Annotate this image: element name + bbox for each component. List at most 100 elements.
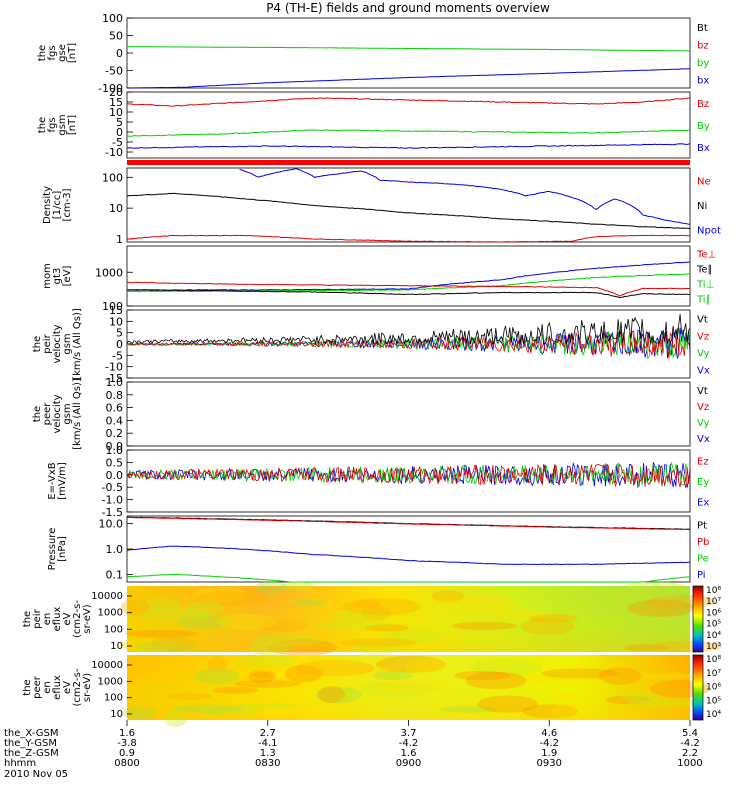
y-tick-label: 0 bbox=[116, 338, 123, 351]
series-by bbox=[127, 46, 691, 52]
heatmap-cell bbox=[351, 641, 404, 654]
legend-entry: Vz bbox=[697, 332, 709, 343]
series-line bbox=[126, 313, 691, 346]
heatmap-cell bbox=[122, 706, 157, 720]
legend-entry: Ti∥ bbox=[696, 295, 711, 306]
heatmap-cell bbox=[522, 704, 579, 719]
y-tick-label: 100 bbox=[104, 624, 123, 635]
heatmap-cell bbox=[620, 581, 690, 599]
heatmap-cell bbox=[627, 599, 695, 617]
heatmap-cell bbox=[172, 704, 244, 714]
footer-value: 1000 bbox=[677, 758, 702, 769]
panel-frame bbox=[126, 167, 691, 243]
panel-pressure: 10.0 1.0 0.1 Pressure [nPa] Pt Pb Pe Pi bbox=[47, 515, 709, 583]
heatmap-cell bbox=[166, 692, 212, 700]
y-tick-label: 100 bbox=[102, 12, 123, 25]
colorbar-tick-label: 10⁷ bbox=[706, 669, 721, 679]
heatmap-cell bbox=[599, 667, 642, 685]
y-axis-label: Pressure bbox=[47, 528, 58, 571]
legend-entry: bz bbox=[697, 40, 709, 51]
series-Npot bbox=[239, 167, 691, 225]
heatmap-cell bbox=[194, 668, 241, 685]
y-tick-label: 10 bbox=[110, 641, 123, 652]
colorbar-tick-label: 10³ bbox=[706, 642, 721, 652]
footer-value: 0.9 bbox=[119, 748, 135, 759]
y-tick-label: 1000 bbox=[95, 266, 123, 279]
footer-value: -4.1 bbox=[258, 738, 278, 749]
y-axis-label: gsm bbox=[57, 114, 68, 135]
legend-entry: Vt bbox=[697, 315, 708, 326]
y-axis-label: mom bbox=[42, 263, 53, 289]
heatmap-cell bbox=[439, 706, 499, 713]
heatmap-cell bbox=[333, 609, 396, 620]
legend-entry: Pb bbox=[697, 537, 709, 548]
heatmap-cell bbox=[317, 686, 346, 703]
legend-entry: bx bbox=[697, 75, 709, 86]
heatmap-cell bbox=[636, 672, 693, 680]
legend-entry: By bbox=[697, 121, 710, 132]
series-bx bbox=[126, 68, 690, 89]
y-tick-label: 0.6 bbox=[106, 402, 124, 415]
y-axis-label: peer bbox=[42, 402, 53, 426]
heatmap-cell bbox=[652, 640, 723, 653]
heatmap-cell bbox=[120, 598, 150, 616]
legend-entry: Ti⊥ bbox=[696, 280, 714, 291]
heatmap-cell bbox=[445, 595, 521, 612]
heatmap-cell bbox=[229, 707, 289, 716]
panel-efield: 1.00.50.0-0.5-1.0-1.5 E=-VxB [mV/m] Ez Ey Ex bbox=[47, 444, 709, 519]
heatmap-cell bbox=[520, 617, 575, 636]
heatmap-cell bbox=[372, 670, 413, 681]
legend-entry: Ni bbox=[697, 201, 707, 212]
footer-value: 1.3 bbox=[260, 748, 276, 759]
footer-row-label: hhmm bbox=[4, 758, 36, 769]
y-tick-label: 0.0 bbox=[106, 440, 124, 453]
series-Bx bbox=[126, 143, 691, 149]
y-tick-label: -5 bbox=[112, 136, 123, 149]
y-tick-label: 0.4 bbox=[106, 414, 124, 427]
y-axis-label: gse bbox=[57, 44, 68, 62]
panel-frame bbox=[126, 515, 691, 583]
heatmap-cell bbox=[471, 658, 543, 677]
heatmap-cell bbox=[136, 607, 212, 622]
y-tick-label: 5 bbox=[116, 116, 123, 129]
y-tick-label: 1000 bbox=[98, 608, 123, 619]
y-tick-label: -5 bbox=[112, 349, 123, 362]
heatmap-cell bbox=[623, 644, 669, 652]
footer-value: 1.9 bbox=[541, 748, 557, 759]
footer-value: 5.4 bbox=[682, 728, 698, 739]
y-axis-label: [mV/m] bbox=[57, 462, 68, 500]
footer-value: -4.2 bbox=[399, 738, 419, 749]
y-tick-label: 10 bbox=[109, 106, 123, 119]
y-axis-label: gsm bbox=[62, 403, 73, 424]
y-tick-label: 0 bbox=[116, 126, 123, 139]
heatmap-cell bbox=[550, 702, 588, 721]
heatmap-cell bbox=[236, 702, 301, 710]
heatmap-cell bbox=[194, 591, 268, 606]
series-Te⊥ bbox=[126, 281, 691, 297]
panel-peer_eflux: 10⁸ 10⁷ 10⁶ 10⁵ 10⁴ 10000 1000 100 10 the peer en ef… bbox=[22, 654, 721, 727]
heatmap-cell bbox=[361, 605, 392, 620]
heatmap-cell bbox=[255, 580, 288, 595]
heatmap-cell bbox=[605, 695, 651, 705]
series-line bbox=[126, 327, 691, 359]
y-axis-label: Density bbox=[42, 186, 53, 224]
heatmap-cell bbox=[269, 639, 337, 657]
heatmap-cell bbox=[295, 659, 375, 677]
y-axis-label: [nPa] bbox=[57, 536, 68, 562]
heatmap-overlay bbox=[127, 586, 690, 652]
colorbar-tick-label: 10⁸ bbox=[706, 586, 721, 596]
legend-entry: Vz bbox=[697, 402, 709, 413]
heatmap-cell bbox=[233, 680, 301, 688]
legend-entry: by bbox=[697, 58, 709, 69]
legend-entry: Bt bbox=[697, 23, 708, 34]
legend-entry: Npot bbox=[697, 226, 721, 237]
heatmap-cell bbox=[404, 658, 446, 675]
heatmap-cell bbox=[198, 707, 261, 716]
panel-fgs_gse: 100 50 0 -50 -100 the fgs gse [nT] Bt bz by bx bbox=[37, 12, 709, 95]
heatmap-cell bbox=[150, 637, 197, 651]
y-tick-label: -0.5 bbox=[102, 481, 123, 494]
footer-value: -3.8 bbox=[117, 738, 137, 749]
y-tick-label: 1000 bbox=[98, 676, 123, 687]
